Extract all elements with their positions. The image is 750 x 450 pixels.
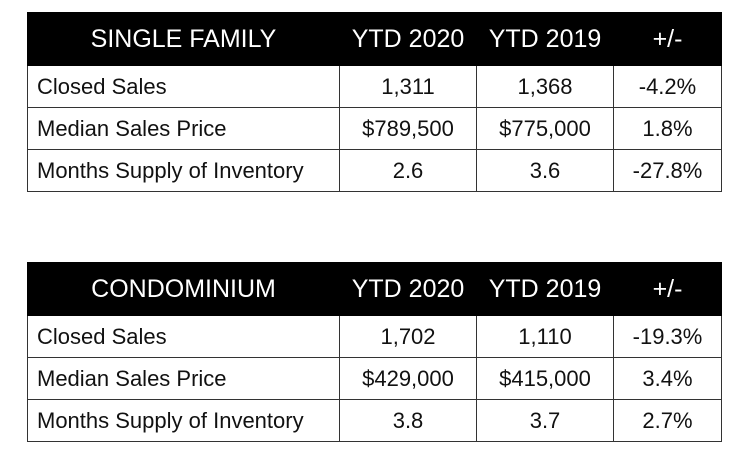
column-header-change: +/- (613, 262, 722, 316)
column-header-change: +/- (613, 12, 722, 66)
table-row: Median Sales Price $429,000 $415,000 3.4… (27, 357, 722, 400)
cell-ytd-2020: 2.6 (339, 149, 477, 192)
column-header-ytd-2020: YTD 2020 (339, 12, 477, 66)
cell-ytd-2020: $789,500 (339, 107, 477, 150)
row-label: Median Sales Price (27, 107, 340, 150)
column-header-ytd-2019: YTD 2019 (476, 262, 614, 316)
row-label: Median Sales Price (27, 357, 340, 400)
cell-ytd-2020: 1,702 (339, 315, 477, 358)
condominium-table: CONDOMINIUM YTD 2020 YTD 2019 +/- Closed… (27, 262, 722, 442)
table-title: CONDOMINIUM (27, 262, 340, 316)
table-row: Closed Sales 1,702 1,110 -19.3% (27, 315, 722, 358)
row-label: Months Supply of Inventory (27, 399, 340, 442)
table-header-row: CONDOMINIUM YTD 2020 YTD 2019 +/- (27, 262, 722, 316)
table-header-row: SINGLE FAMILY YTD 2020 YTD 2019 +/- (27, 12, 722, 66)
cell-ytd-2020: 3.8 (339, 399, 477, 442)
row-label: Closed Sales (27, 315, 340, 358)
cell-ytd-2019: 1,368 (476, 65, 614, 108)
cell-ytd-2019: 3.7 (476, 399, 614, 442)
cell-ytd-2019: $775,000 (476, 107, 614, 150)
column-header-ytd-2019: YTD 2019 (476, 12, 614, 66)
cell-change: 1.8% (613, 107, 722, 150)
cell-ytd-2019: $415,000 (476, 357, 614, 400)
cell-change: -19.3% (613, 315, 722, 358)
cell-ytd-2020: $429,000 (339, 357, 477, 400)
table-row: Months Supply of Inventory 2.6 3.6 -27.8… (27, 149, 722, 192)
cell-ytd-2020: 1,311 (339, 65, 477, 108)
single-family-table: SINGLE FAMILY YTD 2020 YTD 2019 +/- Clos… (27, 12, 722, 192)
row-label: Closed Sales (27, 65, 340, 108)
row-label: Months Supply of Inventory (27, 149, 340, 192)
table-title: SINGLE FAMILY (27, 12, 340, 66)
cell-ytd-2019: 1,110 (476, 315, 614, 358)
column-header-ytd-2020: YTD 2020 (339, 262, 477, 316)
cell-ytd-2019: 3.6 (476, 149, 614, 192)
cell-change: -4.2% (613, 65, 722, 108)
cell-change: 3.4% (613, 357, 722, 400)
cell-change: -27.8% (613, 149, 722, 192)
table-row: Closed Sales 1,311 1,368 -4.2% (27, 65, 722, 108)
table-row: Median Sales Price $789,500 $775,000 1.8… (27, 107, 722, 150)
cell-change: 2.7% (613, 399, 722, 442)
table-row: Months Supply of Inventory 3.8 3.7 2.7% (27, 399, 722, 442)
